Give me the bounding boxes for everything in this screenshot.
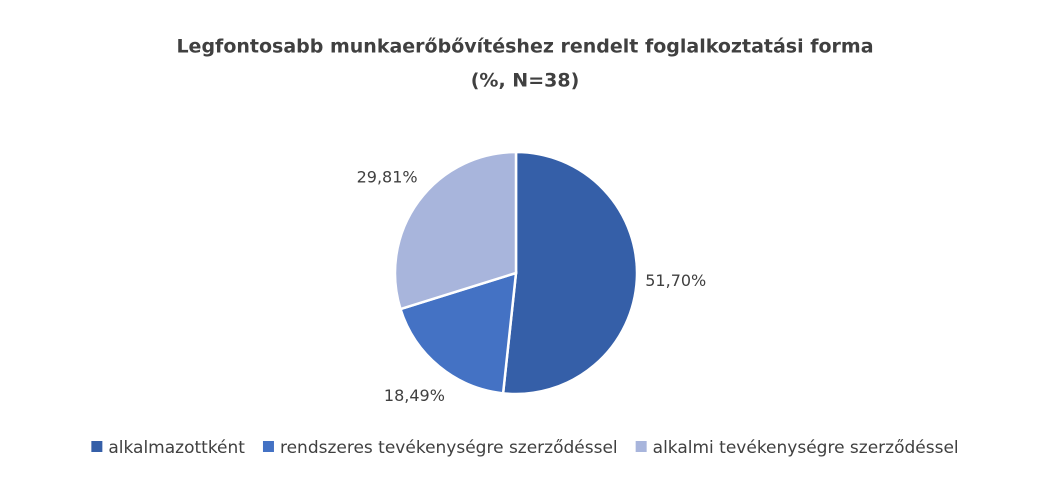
data-label: 29,81%: [357, 168, 418, 187]
legend-swatch: [635, 441, 647, 452]
pie-slice: [393, 150, 518, 311]
legend: alkalmazottként rendszeres tevékenységre …: [91, 438, 959, 458]
pie-slice: [501, 150, 639, 396]
data-label: 51,70%: [645, 271, 706, 290]
chart-title: Legfontosabb munkaerőbővítéshez rendelt …: [176, 36, 873, 58]
legend-label: rendszeres tevékenységre szerződéssel: [280, 438, 618, 458]
legend-label: alkalmazottként: [108, 438, 245, 458]
pie-slice: [398, 271, 518, 395]
chart-subtitle: (%, N=38): [471, 70, 580, 92]
legend-swatch: [91, 441, 103, 452]
legend-label: alkalmi tevékenységre szerződéssel: [653, 438, 959, 458]
data-label: 18,49%: [384, 386, 445, 405]
legend-swatch: [262, 441, 274, 452]
